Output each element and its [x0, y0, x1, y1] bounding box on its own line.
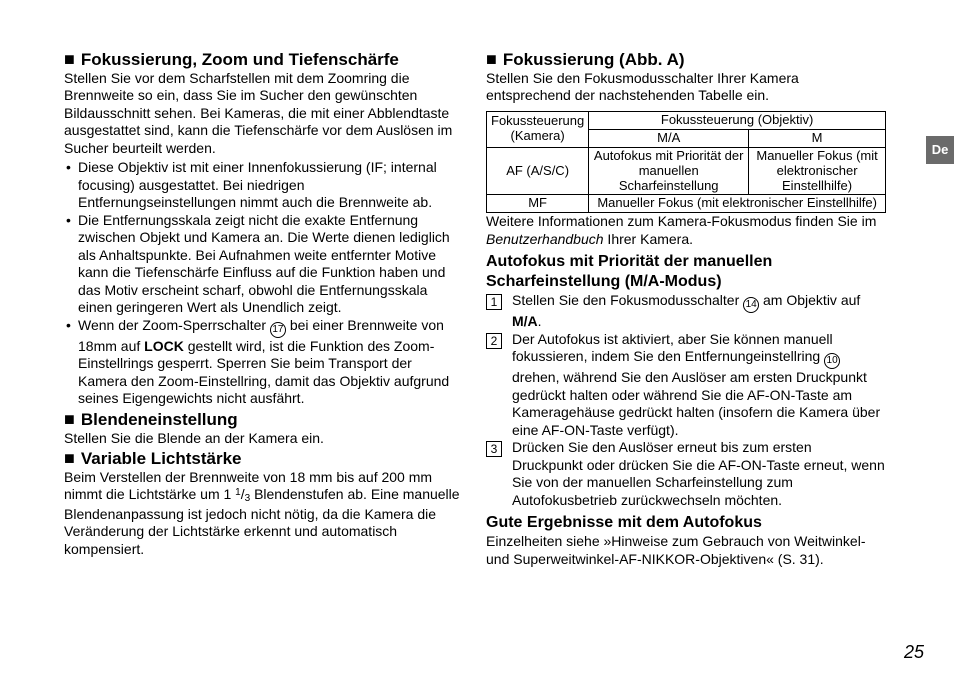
table-cell: Autofokus mit Priorität der manuellen Sc… — [589, 147, 749, 195]
page-columns: ■ Fokussierung, Zoom und Tiefenschärfe S… — [64, 48, 908, 568]
list-item: Wenn der Zoom-Sperrschalter 17 bei einer… — [64, 317, 464, 408]
paragraph: Stellen Sie den Fokusmodusschalter Ihrer… — [486, 70, 886, 105]
heading-aperture: ■ Blendeneinstellung — [64, 410, 464, 430]
text: Ihrer Kamera. — [604, 231, 693, 247]
heading-focusing-a: ■ Fokussierung (Abb. A) — [486, 50, 886, 70]
text: . — [538, 313, 542, 329]
list-item: Diese Objektiv ist mit einer Innenfokuss… — [64, 159, 464, 212]
table-header: Fokussteuerung(Kamera) — [487, 111, 589, 147]
table-cell: Manueller Fokus (mit elektronischer Eins… — [589, 195, 886, 213]
text: Stellen Sie den Fokusmodusschalter — [512, 292, 743, 308]
paragraph: Einzelheiten siehe »Hinweise zum Gebrauc… — [486, 533, 886, 568]
step-1: 1 Stellen Sie den Fokusmodusschalter 14 … — [486, 292, 886, 331]
table-cell: Manueller Fokus (mit elektronischer Eins… — [749, 147, 886, 195]
table-cell: AF (A/S/C) — [487, 147, 589, 195]
paragraph: Weitere Informationen zum Kamera-Fokusmo… — [486, 213, 886, 248]
heading-text: Variable Lichtstärke — [81, 449, 242, 469]
step-number-icon: 1 — [486, 294, 502, 310]
emphasis: Benutzerhandbuch — [486, 231, 604, 247]
heading-variable-aperture: ■ Variable Lichtstärke — [64, 449, 464, 469]
step-2: 2 Der Autofokus ist aktiviert, aber Sie … — [486, 331, 886, 440]
left-column: ■ Fokussierung, Zoom und Tiefenschärfe S… — [64, 48, 464, 568]
text: Drücken Sie den Auslöser erneut bis zum … — [512, 439, 885, 508]
language-tab: De — [926, 136, 954, 164]
mode-label: M/A — [512, 313, 538, 329]
heading-text: Fokussierung, Zoom und Tiefenschärfe — [81, 50, 399, 70]
page-number: 25 — [904, 642, 924, 663]
ref-circle-icon: 17 — [270, 322, 286, 338]
paragraph: Stellen Sie vor dem Scharfstellen mit de… — [64, 70, 464, 158]
subheading-good-results: Gute Ergebnisse mit dem Autofokus — [486, 513, 886, 533]
text: am Objektiv auf — [759, 292, 860, 308]
subheading-ma-mode: Autofokus mit Priorität der manuellen Sc… — [486, 252, 886, 292]
text: Der Autofokus ist aktiviert, aber Sie kö… — [512, 331, 833, 365]
text: drehen, während Sie den Auslöser am erst… — [512, 369, 880, 438]
focus-mode-table: Fokussteuerung(Kamera) Fokussteuerung (O… — [486, 111, 886, 214]
step-number-icon: 2 — [486, 333, 502, 349]
heading-text: Fokussierung (Abb. A) — [503, 50, 685, 70]
table-cell: MF — [487, 195, 589, 213]
step-3: 3 Drücken Sie den Auslöser erneut bis zu… — [486, 439, 886, 509]
step-number-icon: 3 — [486, 441, 502, 457]
paragraph: Stellen Sie die Blende an der Kamera ein… — [64, 430, 464, 448]
square-bullet-icon: ■ — [64, 410, 75, 430]
right-column: ■ Fokussierung (Abb. A) Stellen Sie den … — [486, 48, 886, 568]
table-header: M/A — [589, 129, 749, 147]
table-header: Fokussteuerung (Objektiv) — [589, 111, 886, 129]
text: Weitere Informationen zum Kamera-Fokusmo… — [486, 213, 876, 229]
lock-label: LOCK — [144, 338, 184, 354]
ref-circle-icon: 10 — [824, 353, 840, 369]
bullet-list: Diese Objektiv ist mit einer Innenfokuss… — [64, 159, 464, 408]
square-bullet-icon: ■ — [486, 50, 497, 70]
heading-focus-zoom: ■ Fokussierung, Zoom und Tiefenschärfe — [64, 50, 464, 70]
square-bullet-icon: ■ — [64, 50, 75, 70]
paragraph: Beim Verstellen der Brennweite von 18 mm… — [64, 469, 464, 559]
ref-circle-icon: 14 — [743, 297, 759, 313]
table-header: M — [749, 129, 886, 147]
text: Wenn der Zoom-Sperrschalter — [78, 317, 270, 333]
heading-text: Blendeneinstellung — [81, 410, 238, 430]
square-bullet-icon: ■ — [64, 449, 75, 469]
list-item: Die Entfernungsskala zeigt nicht die exa… — [64, 212, 464, 317]
fraction: 1/3 — [235, 486, 250, 502]
